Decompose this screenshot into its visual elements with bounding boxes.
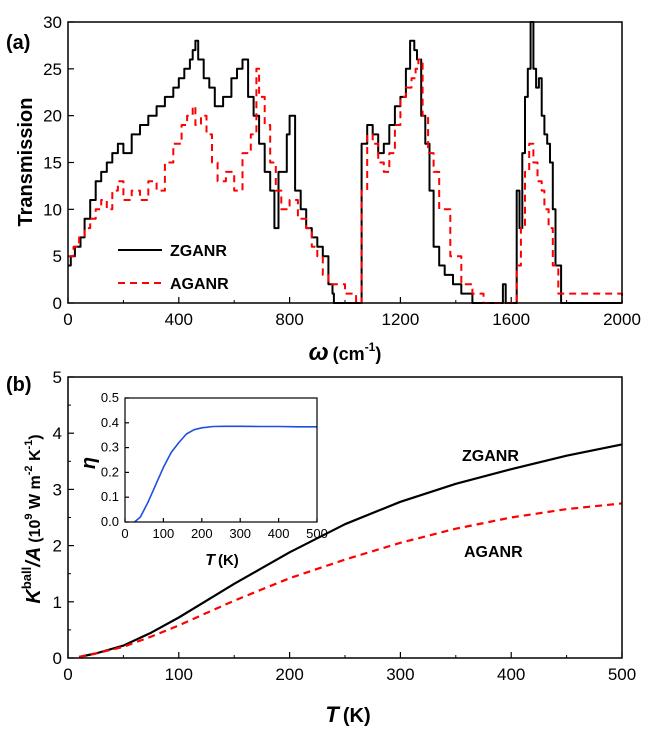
x-tick-label: 200 (191, 526, 213, 541)
panel-b-ylabel-unit: (10 (27, 520, 44, 543)
panel-b-ylabel-unit-sup2: -2 (23, 466, 35, 476)
y-tick-label: 20 (43, 107, 62, 126)
y-tick-label: 0.3 (101, 440, 119, 455)
inset-frame (124, 397, 318, 523)
panel-b-ylabel-unit-sup3: -1 (23, 440, 35, 450)
x-tick-label: 500 (306, 526, 328, 541)
panel-a-xlabel-unit: (cm (333, 344, 365, 364)
panel-a-legend: ZGANR AGANR (118, 243, 229, 293)
inset-chart: 0 100 200 300 400 500 0.0 0.1 0.2 0.3 0.4 0.5 η T (K… (78, 390, 328, 569)
series-line-aganr (78, 502, 623, 658)
x-tick-label: 0 (63, 665, 72, 684)
x-tick-label: 300 (386, 665, 414, 684)
x-tick-label: 500 (608, 665, 636, 684)
x-tick-label: 400 (165, 310, 193, 329)
annotation-aganr: AGANR (464, 544, 523, 561)
inset-xlabel: T (K) (205, 552, 239, 569)
y-tick-label: 2 (53, 537, 62, 556)
y-tick-label: 3 (53, 480, 62, 499)
panel-a-ticks: 0 400 800 1200 1600 2000 0 5 10 15 20 25 30 (43, 13, 641, 329)
y-tick-label: 5 (53, 368, 62, 387)
panel-b-xlabel: T (K) (325, 702, 370, 727)
panel-a: (a) Transmission 0 400 800 1200 1600 2000 0 5 10… (6, 13, 641, 366)
y-tick-label: 10 (43, 200, 62, 219)
x-tick-label: 2000 (603, 310, 641, 329)
legend-label-aganr: AGANR (170, 276, 229, 293)
inset-background (125, 398, 317, 522)
panel-a-xlabel-unit-sup: -1 (365, 340, 376, 354)
y-tick-label: 0 (53, 649, 62, 668)
panel-b-frame (67, 376, 623, 659)
panel-b-ylabel-unit-sup1: 9 (23, 514, 35, 520)
x-tick-label: 400 (497, 665, 525, 684)
inset-ticks: 0 100 200 300 400 500 0.0 0.1 0.2 0.3 0.4 0.5 (101, 390, 328, 541)
panel-b-ylabel: Kball/A(109 W m-2 K-1) (19, 434, 45, 603)
y-tick-label: 0.1 (101, 489, 119, 504)
panel-b-series (78, 443, 623, 658)
series-line-zganr (68, 21, 622, 304)
panel-b-ylabel-unit-end: ) (27, 434, 44, 439)
panel-b-xlabel-symbol: T (325, 702, 340, 727)
panel-b-ylabel-main: K (23, 588, 45, 604)
panel-a-series (68, 21, 623, 304)
inset-ylabel: η (78, 457, 100, 469)
panel-b: (b) Kball/A(109 W m-2 K-1) 0 100 200 300 400… (6, 368, 636, 727)
x-tick-label: 300 (229, 526, 251, 541)
inset-xlabel-symbol: T (205, 552, 216, 569)
x-tick-label: 1200 (381, 310, 419, 329)
y-tick-label: 1 (53, 593, 62, 612)
x-tick-label: 800 (275, 310, 303, 329)
x-tick-label: 1600 (492, 310, 530, 329)
series-line-0 (134, 425, 317, 523)
y-tick-label: 0.0 (101, 514, 119, 529)
panel-a-label: (a) (6, 32, 30, 54)
y-tick-label: 30 (43, 13, 62, 32)
inset-series (134, 425, 317, 523)
y-tick-label: 0 (53, 294, 62, 313)
y-tick-label: 4 (53, 424, 62, 443)
panel-a-xlabel: ω (cm-1) (309, 339, 382, 366)
panel-a-ylabel: Transmission (15, 98, 37, 227)
y-tick-label: 0.2 (101, 464, 119, 479)
y-tick-label: 0.5 (101, 390, 119, 405)
panel-b-ylabel-unit-k: K (27, 449, 44, 465)
y-tick-label: 15 (43, 154, 62, 173)
x-tick-label: 100 (165, 665, 193, 684)
series-line-zganr (78, 443, 623, 658)
x-tick-label: 100 (153, 526, 175, 541)
inset-xlabel-unit: (K) (218, 552, 239, 569)
x-tick-label: 0 (121, 526, 128, 541)
annotation-zganr: ZGANR (462, 448, 519, 465)
panel-b-ylabel-div: /A (23, 547, 45, 568)
x-tick-label: 0 (63, 310, 72, 329)
x-tick-label: 200 (275, 665, 303, 684)
y-tick-label: 0.4 (101, 415, 119, 430)
x-tick-label: 400 (268, 526, 290, 541)
panel-b-xlabel-unit: (K) (343, 705, 371, 727)
panel-a-xlabel-symbol: ω (309, 339, 329, 366)
panel-a-frame (67, 21, 623, 304)
panel-b-ylabel-unit-mid: W m (27, 475, 44, 513)
series-line-aganr (68, 58, 623, 304)
panel-b-label: (b) (6, 374, 32, 396)
y-tick-label: 25 (43, 60, 62, 79)
y-tick-label: 5 (53, 247, 62, 266)
panel-a-xlabel-unit-end: ) (375, 344, 381, 364)
legend-label-zganr: ZGANR (170, 243, 227, 260)
panel-b-ylabel-sup: ball (19, 567, 34, 589)
